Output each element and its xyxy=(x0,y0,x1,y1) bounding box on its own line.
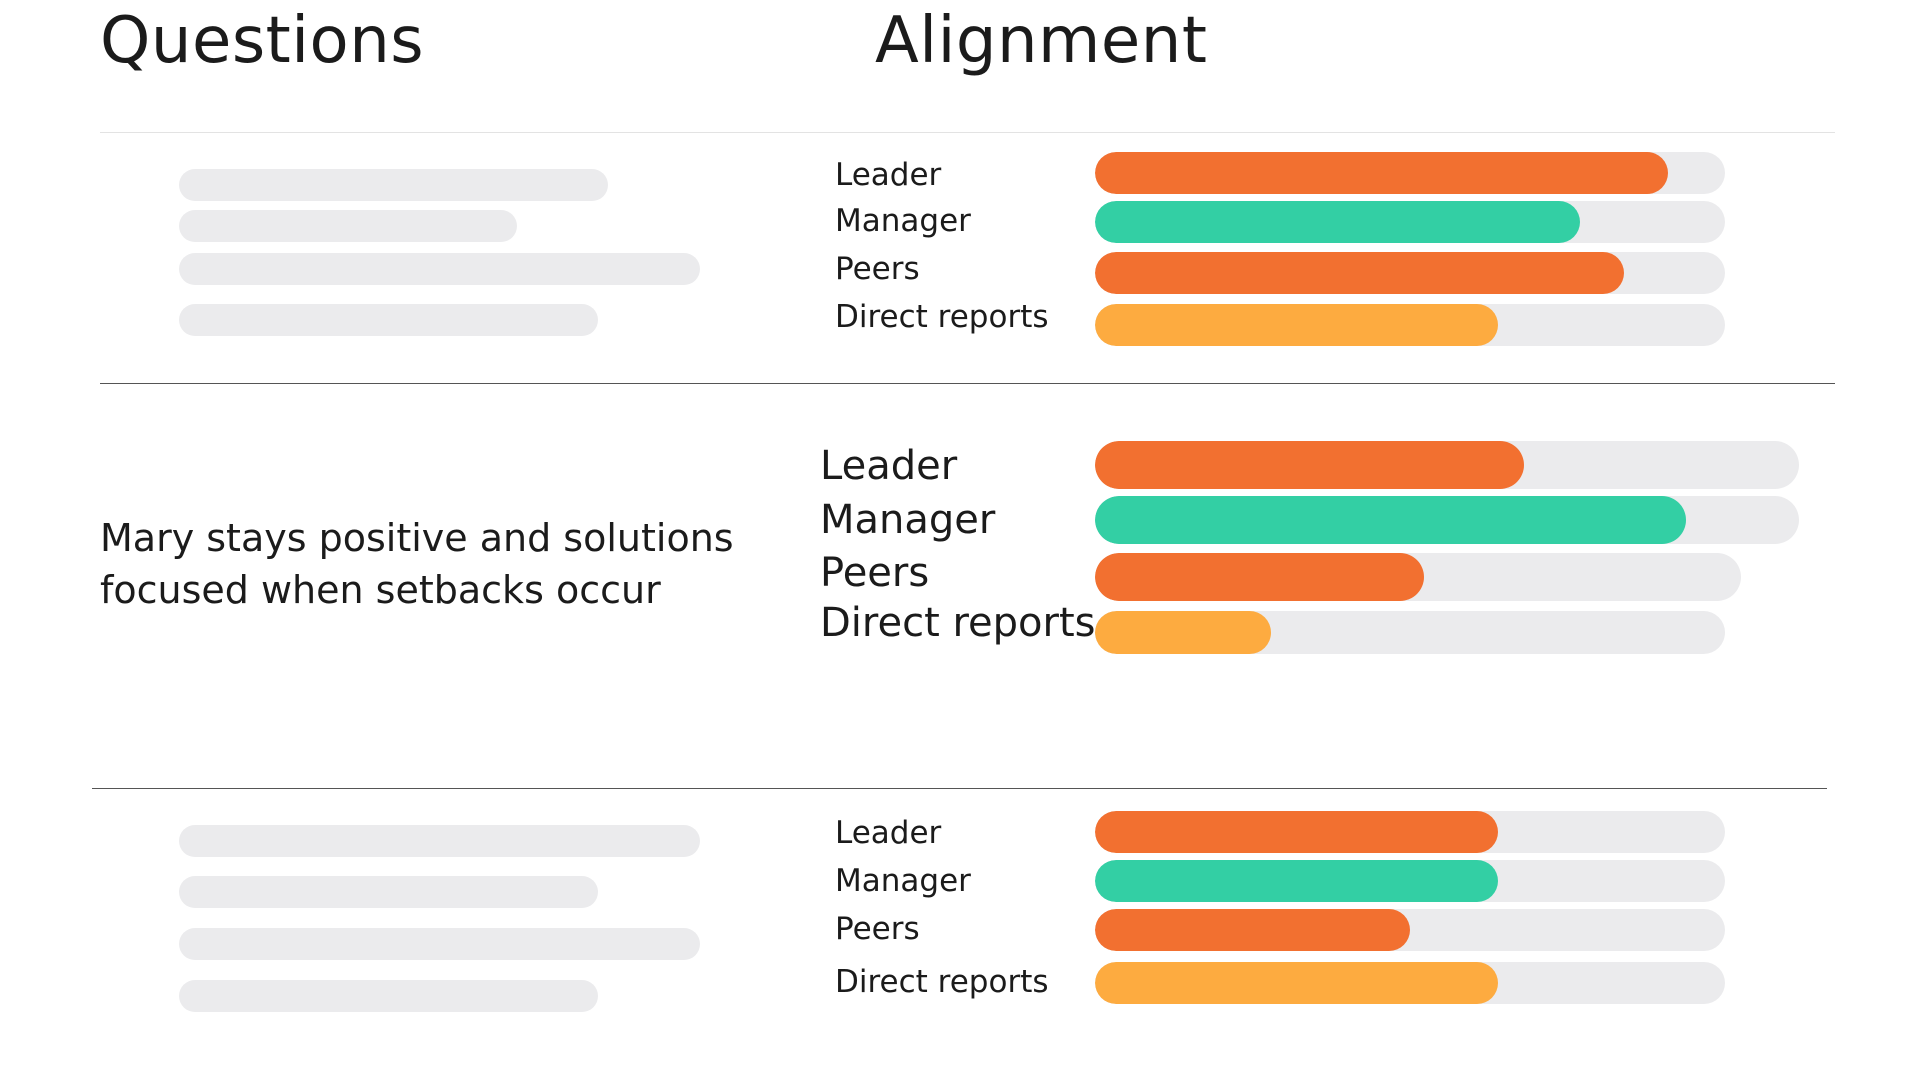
bar-track-leader xyxy=(1095,811,1725,853)
placeholder-line xyxy=(179,928,700,960)
category-label-leader: Leader xyxy=(835,815,942,851)
placeholder-line xyxy=(179,304,598,336)
divider-middle xyxy=(100,383,1835,384)
questions-header: Questions xyxy=(100,4,425,78)
placeholder-line xyxy=(179,169,608,201)
bar-track-peers xyxy=(1095,252,1725,294)
category-label-manager: Manager xyxy=(820,497,996,543)
placeholder-line xyxy=(179,980,598,1012)
divider-bottom xyxy=(92,788,1827,789)
bar-leader xyxy=(1095,441,1524,489)
bar-direct-reports xyxy=(1095,611,1271,654)
category-label-direct-reports: Direct reports xyxy=(835,964,1049,1000)
bar-track-peers xyxy=(1095,553,1741,601)
category-label-peers: Peers xyxy=(835,251,920,287)
bar-direct-reports xyxy=(1095,962,1498,1004)
bar-manager xyxy=(1095,496,1686,544)
placeholder-line xyxy=(179,253,700,285)
bar-track-manager xyxy=(1095,860,1725,902)
category-label-leader: Leader xyxy=(820,443,958,489)
bar-manager xyxy=(1095,860,1498,902)
category-label-manager: Manager xyxy=(835,863,971,899)
bar-track-leader xyxy=(1095,152,1725,194)
bar-track-direct-reports xyxy=(1095,962,1725,1004)
alignment-header: Alignment xyxy=(875,4,1208,78)
bar-track-direct-reports xyxy=(1095,304,1725,346)
bar-leader xyxy=(1095,811,1498,853)
bar-manager xyxy=(1095,201,1580,243)
bar-peers xyxy=(1095,909,1410,951)
bar-direct-reports xyxy=(1095,304,1498,346)
question-text: Mary stays positive and solutions focuse… xyxy=(100,516,734,612)
placeholder-line xyxy=(179,825,700,857)
bar-track-manager xyxy=(1095,201,1725,243)
category-label-direct-reports: Direct reports xyxy=(835,299,1049,335)
bar-peers xyxy=(1095,553,1424,601)
divider-top xyxy=(100,132,1835,133)
category-label-peers: Peers xyxy=(835,911,920,947)
bar-peers xyxy=(1095,252,1624,294)
category-label-manager: Manager xyxy=(835,203,971,239)
placeholder-line xyxy=(179,876,598,908)
bar-track-leader xyxy=(1095,441,1799,489)
category-label-peers: Peers xyxy=(820,550,930,596)
category-label-leader: Leader xyxy=(835,157,942,193)
placeholder-line xyxy=(179,210,517,242)
category-label-direct-reports: Direct reports xyxy=(820,600,1096,646)
bar-track-direct-reports xyxy=(1095,611,1725,654)
bar-track-peers xyxy=(1095,909,1725,951)
bar-leader xyxy=(1095,152,1668,194)
bar-track-manager xyxy=(1095,496,1799,544)
